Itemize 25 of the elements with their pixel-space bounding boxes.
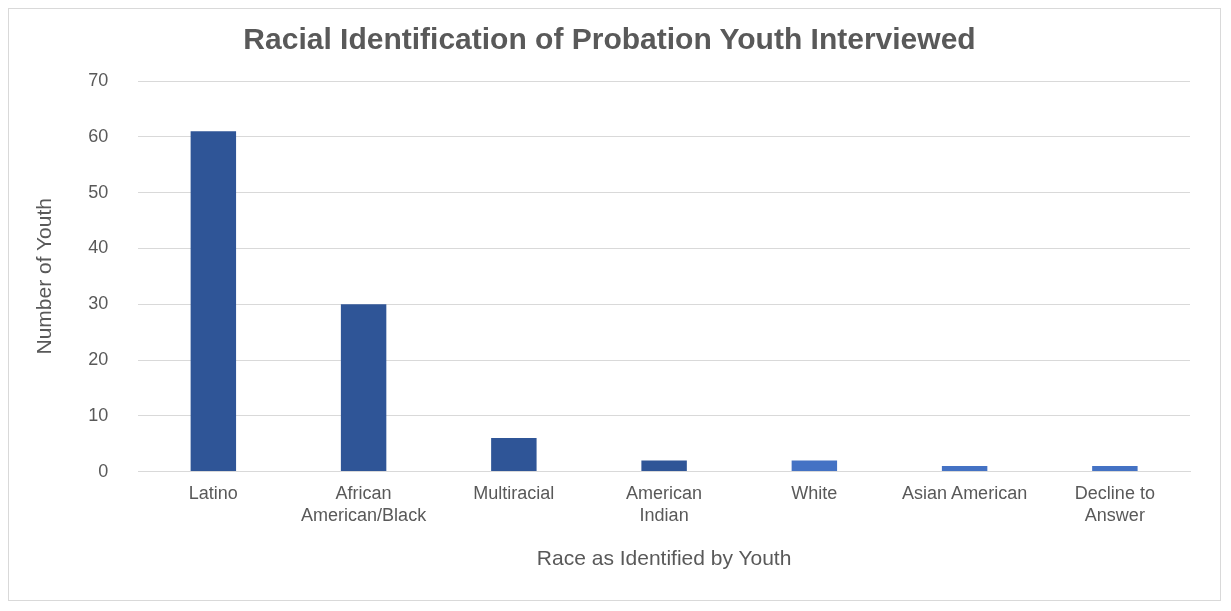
- bar: [941, 466, 988, 472]
- bar: [791, 460, 838, 472]
- y-tick-label: 0: [98, 460, 109, 481]
- x-tick-label: American Indian: [626, 483, 703, 525]
- x-axis-title: Race as Identified by Youth: [536, 546, 792, 570]
- y-tick-label: 20: [88, 348, 109, 369]
- chart-title: Racial Identification of Probation Youth Interviewed: [243, 22, 976, 56]
- y-tick-label: 40: [88, 237, 109, 258]
- x-tick-label: Latino: [188, 483, 238, 504]
- x-tick-label: Decline to Answer: [1074, 483, 1155, 525]
- bar: [641, 460, 687, 472]
- bar: [190, 131, 237, 472]
- bar: [491, 438, 537, 472]
- bar: [1092, 466, 1138, 472]
- y-tick-label: 70: [88, 69, 109, 90]
- x-tick-label: African American/Black: [301, 483, 428, 525]
- y-tick-label: 60: [88, 125, 109, 146]
- bar: [340, 304, 387, 472]
- x-tick-label: Multiracial: [473, 483, 555, 504]
- y-tick-label: 50: [88, 181, 109, 202]
- y-tick-label: 10: [88, 404, 109, 425]
- y-tick-label: 30: [88, 293, 109, 314]
- x-tick-label: White: [791, 483, 838, 504]
- x-tick-label: Asian American: [902, 483, 1028, 504]
- y-axis-title: Number of Youth: [32, 198, 56, 355]
